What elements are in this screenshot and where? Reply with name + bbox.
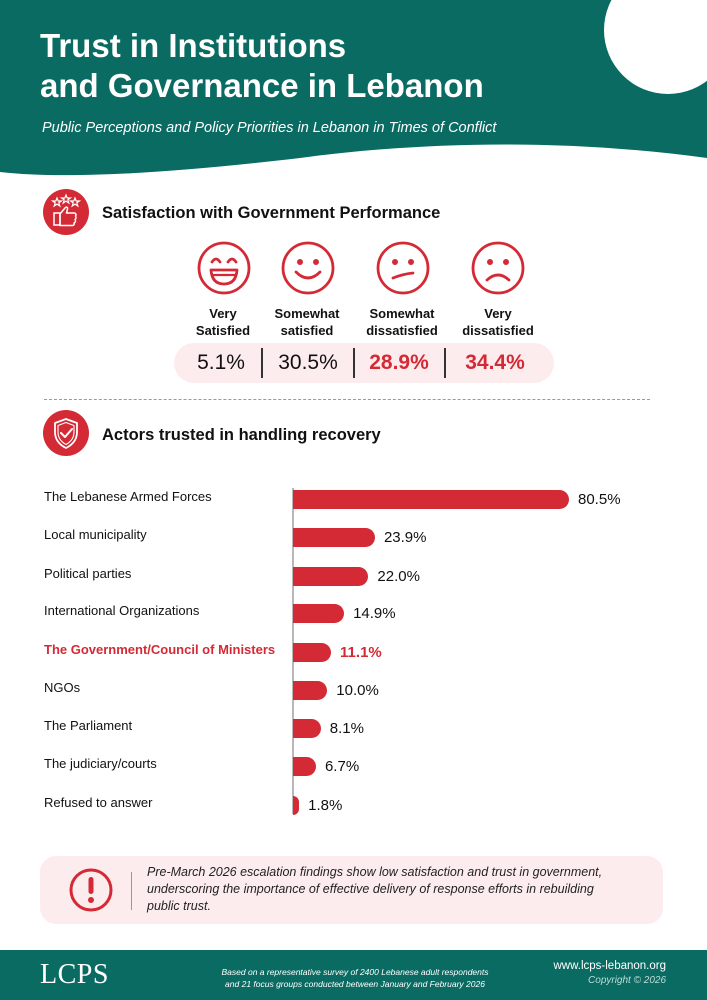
satisfaction-section-title: Satisfaction with Government Performance bbox=[102, 204, 441, 222]
page-title: Trust in Institutions and Governance in … bbox=[40, 26, 580, 106]
bar-value-label: 10.0% bbox=[336, 682, 379, 699]
note-separator bbox=[131, 872, 132, 910]
somewhat-dissatisfied-value: 28.9% bbox=[369, 351, 429, 374]
satisfaction-values-strip bbox=[174, 343, 554, 383]
bar-value-label: 6.7% bbox=[324, 758, 360, 775]
bar-category-label: The Lebanese Armed Forces bbox=[44, 489, 212, 504]
bar-category-label: NGOs bbox=[44, 680, 81, 695]
smiling-face-icon bbox=[281, 241, 335, 295]
survey-footnote: Based on a representative survey of 2400… bbox=[205, 966, 505, 990]
label-line: satisfied bbox=[280, 323, 334, 338]
label-line: Very bbox=[484, 306, 512, 321]
bar bbox=[293, 681, 328, 700]
bar-value-label: 1.8% bbox=[308, 797, 343, 814]
thumbs-up-stars-icon bbox=[43, 189, 89, 235]
value-separator bbox=[444, 348, 446, 378]
very-dissatisfied-label: Very dissatisfied bbox=[448, 305, 548, 339]
shield-check-icon bbox=[43, 410, 89, 456]
bar-value-label: 80.5% bbox=[578, 491, 621, 508]
bar-value-label: 23.9% bbox=[383, 529, 427, 546]
bar-value-label: 14.9% bbox=[353, 605, 396, 622]
copyright-text: Copyright © 2026 bbox=[588, 975, 666, 986]
label-line: Satisfied bbox=[195, 323, 251, 338]
somewhat-dissatisfied-label: Somewhat dissatisfied bbox=[352, 305, 452, 339]
title-line-1: Trust in Institutions bbox=[40, 27, 347, 64]
footer-bar bbox=[0, 950, 707, 1000]
header-background bbox=[0, 0, 707, 176]
header-banner: Trust in Institutions and Governance in … bbox=[0, 0, 707, 200]
bar-category-label: Refused to answer bbox=[44, 795, 153, 810]
bar-category-label: International Organizations bbox=[44, 603, 200, 618]
bar bbox=[293, 567, 369, 586]
bar bbox=[293, 757, 316, 776]
bar-value-label: 22.0% bbox=[377, 568, 420, 585]
footnote-line: and 21 focus groups conducted between Ja… bbox=[225, 979, 485, 989]
bar-category-label: Local municipality bbox=[44, 527, 147, 542]
frowning-face-icon bbox=[471, 241, 525, 295]
very-satisfied-label: Very Satisfied bbox=[173, 305, 273, 339]
value-separator bbox=[261, 348, 263, 378]
very-satisfied-value: 5.1% bbox=[197, 351, 245, 374]
bar-category-label: The judiciary/courts bbox=[44, 756, 157, 771]
label-line: Very bbox=[209, 306, 237, 321]
recovery-section-title: Actors trusted in handling recovery bbox=[102, 426, 381, 444]
bar bbox=[293, 604, 345, 623]
value-separator bbox=[353, 348, 355, 378]
title-line-2: and Governance in Lebanon bbox=[40, 67, 484, 104]
somewhat-satisfied-value: 30.5% bbox=[278, 351, 338, 374]
bar bbox=[293, 719, 321, 738]
bar-category-label: The Government/Council of Ministers bbox=[44, 642, 276, 657]
uneasy-face-icon bbox=[376, 241, 430, 295]
bar-value-label: 8.1% bbox=[329, 720, 364, 737]
grinning-face-icon bbox=[197, 241, 251, 295]
label-line: dissatisfied bbox=[462, 323, 534, 338]
page-subtitle: Public Perceptions and Policy Priorities… bbox=[42, 120, 497, 136]
website-link[interactable]: www.lcps-lebanon.org bbox=[553, 960, 666, 972]
section-divider bbox=[44, 399, 650, 400]
bar-category-label: The Parliament bbox=[44, 718, 133, 733]
bar bbox=[293, 796, 300, 815]
footnote-line: Based on a representative survey of 2400… bbox=[221, 967, 489, 977]
label-line: Somewhat bbox=[369, 306, 435, 321]
label-line: dissatisfied bbox=[366, 323, 438, 338]
label-line: Somewhat bbox=[274, 306, 340, 321]
bar-value-label: 11.1% bbox=[340, 644, 382, 661]
bar bbox=[293, 528, 375, 547]
note-text: Pre-March 2026 escalation findings show … bbox=[147, 865, 603, 913]
bar bbox=[293, 643, 332, 662]
somewhat-satisfied-label: Somewhat satisfied bbox=[257, 305, 357, 339]
key-finding-note bbox=[40, 856, 663, 924]
bar bbox=[293, 490, 569, 509]
lcps-logo: LCPS bbox=[40, 959, 109, 990]
exclamation-circle-icon bbox=[69, 868, 113, 912]
bar-category-label: Political parties bbox=[44, 566, 132, 581]
very-dissatisfied-value: 34.4% bbox=[465, 351, 525, 374]
